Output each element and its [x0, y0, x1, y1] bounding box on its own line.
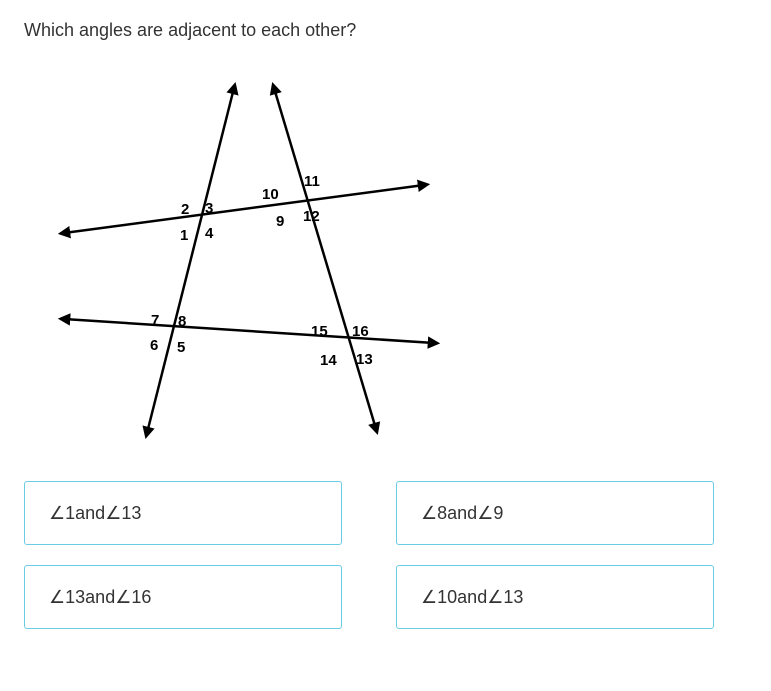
option-4-label: ∠10 and ∠13 [421, 587, 523, 608]
angle-label-3: 3 [205, 200, 213, 217]
angle-label-11: 11 [304, 173, 320, 190]
option-2-label: ∠8 and ∠9 [421, 503, 503, 524]
angle-label-12: 12 [303, 208, 320, 225]
angle-label-6: 6 [150, 337, 158, 354]
diagram-svg [24, 61, 484, 441]
option-4[interactable]: ∠10 and ∠13 [396, 565, 714, 629]
answer-options: ∠1 and ∠13 ∠8 and ∠9 ∠13 and ∠16 ∠10 and… [24, 481, 714, 629]
angle-label-1: 1 [180, 227, 188, 244]
angle-label-16: 16 [352, 323, 369, 340]
angle-label-14: 14 [320, 352, 337, 369]
angle-label-2: 2 [181, 201, 189, 218]
question-text: Which angles are adjacent to each other? [24, 20, 747, 41]
angle-label-9: 9 [276, 213, 284, 230]
angle-label-13: 13 [356, 351, 373, 368]
angle-label-10: 10 [262, 186, 279, 203]
angle-diagram: 12349101112567813141516 [24, 61, 747, 441]
angle-label-4: 4 [205, 225, 213, 242]
angle-label-7: 7 [151, 312, 159, 329]
option-3[interactable]: ∠13 and ∠16 [24, 565, 342, 629]
angle-label-8: 8 [178, 313, 186, 330]
option-2[interactable]: ∠8 and ∠9 [396, 481, 714, 545]
angle-label-5: 5 [177, 339, 185, 356]
option-1[interactable]: ∠1 and ∠13 [24, 481, 342, 545]
option-3-label: ∠13 and ∠16 [49, 587, 151, 608]
angle-label-15: 15 [311, 323, 328, 340]
option-1-label: ∠1 and ∠13 [49, 503, 141, 524]
